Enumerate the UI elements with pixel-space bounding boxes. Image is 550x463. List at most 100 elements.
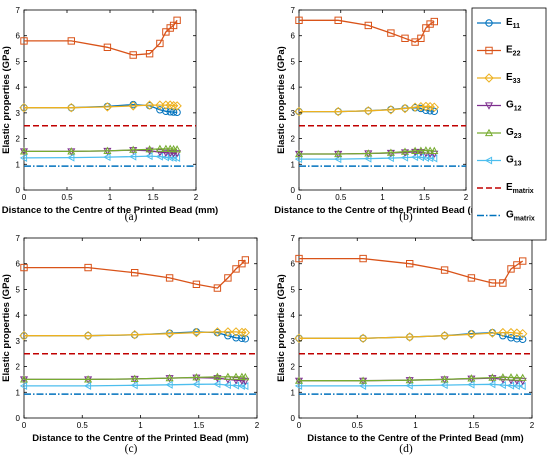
data-point-g13 xyxy=(223,381,231,390)
panel-caption: (d) xyxy=(399,443,413,455)
data-point-g23 xyxy=(488,373,497,381)
legend-item-g23: G23 xyxy=(477,127,522,140)
series-line-e33 xyxy=(299,105,435,113)
data-point-e33 xyxy=(129,329,140,340)
data-point-g23 xyxy=(103,146,112,154)
y-tick-label: 0 xyxy=(291,414,296,423)
data-point-e22 xyxy=(488,279,497,287)
series-e33 xyxy=(19,100,182,113)
y-tick-label: 4 xyxy=(291,83,296,92)
y-tick-label: 0 xyxy=(16,186,21,195)
y-tick-label: 6 xyxy=(16,32,21,41)
data-point-e33 xyxy=(506,327,516,338)
data-point-g13 xyxy=(358,381,367,390)
plot-area-frame xyxy=(298,237,533,419)
y-tick-label: 5 xyxy=(291,57,296,66)
data-point-e33 xyxy=(102,102,113,112)
data-point-g12 xyxy=(488,375,497,383)
data-point-e11 xyxy=(238,334,246,342)
data-point-e22 xyxy=(467,274,476,282)
data-point-g12 xyxy=(231,377,241,385)
legend-item-e22: E22 xyxy=(477,45,521,58)
data-point-e22 xyxy=(499,279,507,287)
legend-marker xyxy=(484,102,494,110)
data-point-e22 xyxy=(440,266,449,274)
x-axis-label: Distance to the Centre of the Printed Be… xyxy=(2,205,218,216)
data-point-e22 xyxy=(103,43,112,51)
legend-label: G12 xyxy=(506,100,522,113)
y-tick-label: 6 xyxy=(16,260,21,269)
data-point-e22 xyxy=(430,17,438,26)
data-point-g23 xyxy=(506,373,516,381)
data-point-e22 xyxy=(417,34,425,42)
y-tick-label: 0 xyxy=(291,186,296,195)
series-e33 xyxy=(294,101,440,117)
data-point-g23 xyxy=(518,373,527,381)
data-point-g13 xyxy=(130,381,138,390)
data-point-g13 xyxy=(192,380,200,389)
y-tick-label: 0 xyxy=(16,414,21,423)
data-point-e22 xyxy=(295,254,303,263)
data-point-e22 xyxy=(406,260,414,268)
data-point-g23 xyxy=(405,375,414,384)
data-point-g23 xyxy=(165,373,174,382)
x-tick-label: 1.5 xyxy=(193,421,205,430)
series-line-e33 xyxy=(299,331,523,339)
data-point-e33 xyxy=(231,327,241,337)
data-point-g13 xyxy=(498,381,506,390)
legend-marker xyxy=(485,19,493,27)
y-tick-label: 2 xyxy=(291,363,296,372)
data-point-g23 xyxy=(161,144,170,152)
data-point-e11 xyxy=(232,334,240,342)
data-point-g23 xyxy=(359,376,368,384)
legend-item-g13: G13 xyxy=(477,155,522,168)
legend-marker xyxy=(485,46,493,55)
data-point-g23 xyxy=(129,145,138,153)
x-tick-label: 0 xyxy=(22,421,27,430)
data-point-e22 xyxy=(20,263,28,272)
x-tick-label: 2 xyxy=(464,193,469,202)
series-e22 xyxy=(20,16,181,59)
data-point-g12 xyxy=(213,375,222,383)
data-point-g13 xyxy=(19,381,28,390)
data-point-g13 xyxy=(213,380,221,389)
data-point-g23 xyxy=(426,146,435,154)
legend-label: G23 xyxy=(506,127,522,140)
data-point-e22 xyxy=(67,37,75,45)
x-tick-label: 0.5 xyxy=(335,193,347,202)
data-point-e22 xyxy=(232,265,240,273)
series-e22 xyxy=(20,256,249,292)
data-point-e11 xyxy=(518,335,527,344)
data-point-e22 xyxy=(411,38,419,46)
data-point-g13 xyxy=(128,152,137,161)
series-e33 xyxy=(294,327,528,344)
panel-caption: (b) xyxy=(399,211,413,223)
data-point-e22 xyxy=(156,39,164,48)
y-tick-label: 6 xyxy=(291,32,296,41)
x-tick-label: 2 xyxy=(530,421,535,430)
data-point-e22 xyxy=(507,265,515,273)
legend-label: Ematrix xyxy=(506,182,534,195)
data-point-e33 xyxy=(165,100,175,110)
data-point-e22 xyxy=(192,280,201,288)
data-point-e33 xyxy=(517,328,528,339)
legend-label: E11 xyxy=(506,17,520,30)
data-point-g12 xyxy=(241,377,250,386)
series-line-e33 xyxy=(24,104,178,109)
data-point-g12 xyxy=(145,147,154,155)
x-tick-label: 1 xyxy=(108,193,113,202)
data-point-g12 xyxy=(430,150,439,158)
data-point-e33 xyxy=(429,102,440,112)
series-g23 xyxy=(19,144,182,155)
x-tick-label: 1 xyxy=(413,421,418,430)
y-tick-label: 7 xyxy=(16,234,21,243)
data-point-g12 xyxy=(173,150,182,158)
data-point-g13 xyxy=(440,381,448,390)
y-tick-label: 2 xyxy=(16,135,21,144)
legend-label: Gmatrix xyxy=(506,210,535,223)
x-axis-label: Distance to the Centre of the Printed Be… xyxy=(32,433,248,444)
data-point-e33 xyxy=(19,102,29,113)
y-tick-label: 4 xyxy=(16,311,21,320)
chart-panel-1: 0 0.5 1 1.5 2 0 1 2 3 4 5 6 7 Distance to the Centre … xyxy=(1,6,218,223)
legend-marker xyxy=(484,73,494,83)
